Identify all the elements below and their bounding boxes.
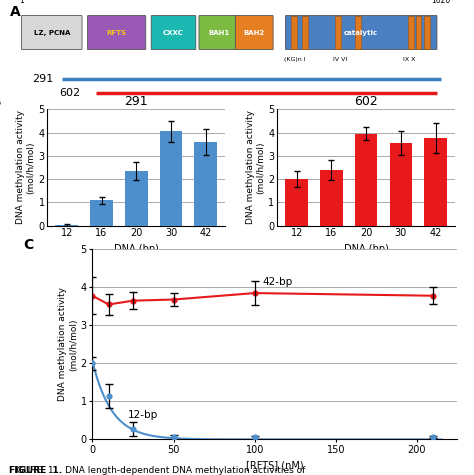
Bar	[335, 16, 341, 49]
Y-axis label: DNA methylation activity
(mol/h/mol): DNA methylation activity (mol/h/mol)	[58, 287, 78, 401]
Text: 1: 1	[19, 0, 24, 5]
Bar	[302, 16, 308, 49]
Text: 1620: 1620	[431, 0, 451, 5]
Text: C: C	[23, 238, 33, 252]
Text: BAH1: BAH1	[209, 29, 229, 36]
Title: 602: 602	[354, 95, 378, 108]
FancyBboxPatch shape	[236, 16, 273, 49]
Bar	[285, 179, 308, 226]
X-axis label: [RFTS] (nM): [RFTS] (nM)	[246, 460, 304, 470]
Text: BAH2: BAH2	[244, 29, 265, 36]
Text: IX X: IX X	[403, 57, 416, 62]
FancyBboxPatch shape	[88, 16, 146, 49]
Bar	[355, 16, 361, 49]
FancyBboxPatch shape	[199, 16, 239, 49]
Text: 12-bp: 12-bp	[128, 410, 158, 420]
Text: FIGURE  1.: FIGURE 1.	[9, 466, 63, 475]
Bar	[390, 143, 412, 226]
Text: 42-bp: 42-bp	[263, 277, 293, 287]
FancyBboxPatch shape	[151, 16, 196, 49]
Bar	[160, 132, 182, 226]
Text: FIGURE  1.   DNA length-dependent DNA methylation activities of: FIGURE 1. DNA length-dependent DNA methy…	[9, 466, 306, 475]
Title: 291: 291	[125, 95, 148, 108]
Text: B: B	[0, 95, 1, 109]
Bar	[408, 16, 414, 49]
Bar	[424, 16, 429, 49]
Text: IV VI: IV VI	[333, 57, 347, 62]
Bar	[291, 16, 297, 49]
Text: 291: 291	[32, 74, 54, 84]
Bar	[416, 16, 421, 49]
Text: 602: 602	[60, 88, 81, 98]
FancyBboxPatch shape	[285, 16, 437, 49]
Bar	[90, 200, 113, 226]
FancyBboxPatch shape	[21, 16, 82, 49]
Bar	[320, 170, 343, 226]
Text: RFTS: RFTS	[107, 29, 127, 36]
Text: A: A	[9, 5, 20, 19]
Bar	[424, 138, 447, 226]
Bar	[125, 171, 147, 226]
Bar	[355, 133, 377, 226]
Text: CXXC: CXXC	[163, 29, 184, 36]
Y-axis label: DNA methylation activity
(mol/h/mol): DNA methylation activity (mol/h/mol)	[246, 111, 265, 225]
Bar	[194, 142, 217, 226]
Y-axis label: DNA methylation activity
(mol/h/mol): DNA methylation activity (mol/h/mol)	[16, 111, 36, 225]
X-axis label: DNA (bp): DNA (bp)	[344, 244, 389, 254]
Text: LZ, PCNA: LZ, PCNA	[34, 29, 70, 36]
Bar	[55, 225, 78, 226]
Text: catalytic: catalytic	[344, 29, 378, 36]
X-axis label: DNA (bp): DNA (bp)	[114, 244, 159, 254]
Text: (KG)n I: (KG)n I	[283, 57, 305, 62]
